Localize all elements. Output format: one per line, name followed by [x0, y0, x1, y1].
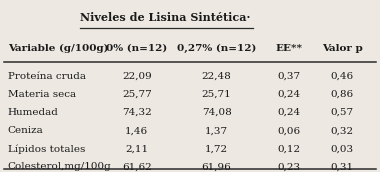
Text: 0,37: 0,37: [277, 72, 300, 81]
Text: Proteína cruda: Proteína cruda: [8, 72, 86, 81]
Text: 22,48: 22,48: [202, 72, 231, 81]
Text: Variable (g/100g): Variable (g/100g): [8, 44, 108, 53]
Text: 0,06: 0,06: [277, 126, 300, 135]
Text: 0,24: 0,24: [277, 90, 300, 99]
Text: 0,32: 0,32: [331, 126, 353, 135]
Text: Colesterol,mg/100g: Colesterol,mg/100g: [8, 162, 111, 171]
Text: 0,31: 0,31: [331, 162, 353, 171]
Text: 2,11: 2,11: [125, 144, 148, 153]
Text: 0,27% (n=12): 0,27% (n=12): [177, 44, 256, 53]
Text: EE**: EE**: [275, 44, 302, 53]
Text: 1,46: 1,46: [125, 126, 148, 135]
Text: 0,46: 0,46: [331, 72, 353, 81]
Text: Niveles de Lisina Sintética·: Niveles de Lisina Sintética·: [80, 12, 250, 23]
Text: Humedad: Humedad: [8, 108, 59, 117]
Text: 22,09: 22,09: [122, 72, 152, 81]
Text: 25,71: 25,71: [202, 90, 231, 99]
Text: Materia seca: Materia seca: [8, 90, 76, 99]
Text: Lípidos totales: Lípidos totales: [8, 144, 85, 154]
Text: 74,32: 74,32: [122, 108, 152, 117]
Text: 61,96: 61,96: [202, 162, 231, 171]
Text: 0,24: 0,24: [277, 108, 300, 117]
Text: 0,23: 0,23: [277, 162, 300, 171]
Text: 74,08: 74,08: [202, 108, 231, 117]
Text: 1,37: 1,37: [205, 126, 228, 135]
Text: Valor p: Valor p: [321, 44, 363, 53]
Text: Ceniza: Ceniza: [8, 126, 43, 135]
Text: 25,77: 25,77: [122, 90, 152, 99]
Text: 0,86: 0,86: [331, 90, 353, 99]
Text: 0,57: 0,57: [331, 108, 353, 117]
Text: 0,12: 0,12: [277, 144, 300, 153]
Text: 1,72: 1,72: [205, 144, 228, 153]
Text: 0,03: 0,03: [331, 144, 353, 153]
Text: 61,62: 61,62: [122, 162, 152, 171]
Text: 0% (n=12): 0% (n=12): [106, 44, 168, 53]
